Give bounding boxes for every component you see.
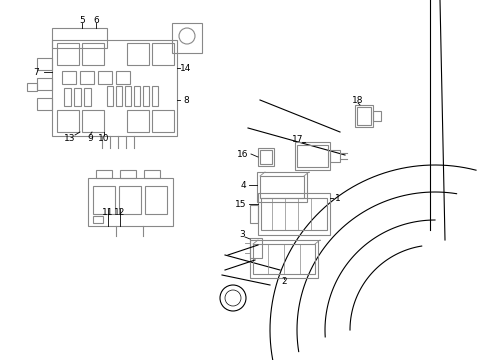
Text: 8: 8 [183,95,188,104]
Text: 11: 11 [102,207,114,216]
Bar [93,186,115,214]
Text: 16: 16 [237,149,248,158]
Bar [261,198,326,230]
Text: 10: 10 [98,134,109,143]
Bar [329,150,339,162]
Bar [249,240,317,278]
Bar [260,150,271,164]
Bar [257,172,306,202]
Text: 17: 17 [292,135,303,144]
Bar [93,216,103,223]
Bar [134,86,140,106]
Text: 12: 12 [114,207,125,216]
Text: 13: 13 [64,134,76,143]
Bar [356,107,370,125]
Bar [294,142,329,170]
Bar [152,43,174,65]
Bar [143,170,160,178]
Bar [37,98,52,110]
Bar [119,186,141,214]
Bar [88,178,173,226]
Bar [82,43,104,65]
Bar [249,205,258,223]
Bar [57,43,79,65]
Bar [142,86,149,106]
Bar [249,238,262,258]
Bar [372,111,380,121]
Bar [152,86,158,106]
Text: 6: 6 [93,15,99,24]
Bar [37,58,52,70]
Bar [52,28,107,48]
Text: 2: 2 [281,278,286,287]
Text: 15: 15 [235,199,246,208]
Bar [27,83,37,91]
Text: 3: 3 [239,230,244,239]
Bar [145,186,167,214]
Bar [127,110,149,132]
Text: 7: 7 [33,68,39,77]
Bar [125,86,131,106]
Text: 18: 18 [351,95,363,104]
Text: 1: 1 [334,194,340,202]
Bar [96,170,112,178]
Bar [52,40,177,136]
Bar [258,148,273,166]
Bar [120,170,136,178]
Bar [354,105,372,127]
Bar [116,71,130,84]
Text: 14: 14 [180,63,191,72]
Text: 5: 5 [79,15,85,24]
Bar [57,110,79,132]
Bar [64,88,71,106]
Bar [252,244,314,274]
Bar [62,71,76,84]
Bar [82,110,104,132]
Bar [37,78,52,90]
Text: 9: 9 [87,134,93,143]
Bar [84,88,91,106]
Bar [258,193,329,235]
Bar [116,86,122,106]
Bar [98,71,112,84]
Bar [152,110,174,132]
Bar [172,23,202,53]
Bar [74,88,81,106]
Bar [127,43,149,65]
Bar [107,86,113,106]
Text: 4: 4 [240,180,245,189]
Bar [296,145,327,167]
Bar [260,176,304,198]
Bar [80,71,94,84]
